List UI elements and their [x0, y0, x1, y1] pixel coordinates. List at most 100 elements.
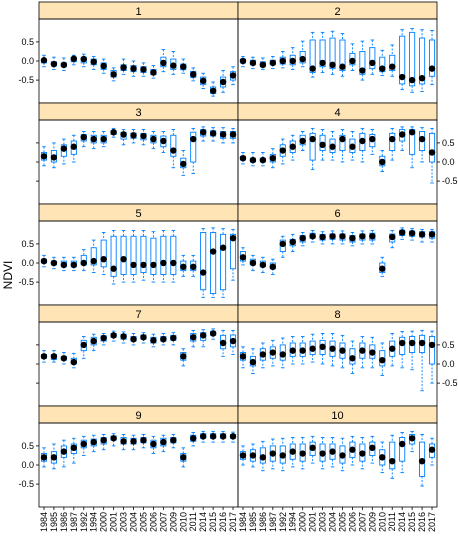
- median-point-2016: [418, 135, 426, 143]
- median-point-2000: [299, 137, 306, 145]
- median-point-2009: [170, 436, 177, 444]
- panel-3: 3: [36, 102, 239, 205]
- median-point-2014: [398, 339, 406, 347]
- box-2004: [329, 37, 336, 70]
- median-point-2014: [199, 77, 207, 85]
- median-point-2000: [299, 450, 306, 457]
- y-tick-label: 0.0: [442, 359, 455, 369]
- median-point-2005: [339, 233, 346, 240]
- median-point-1986: [60, 145, 68, 152]
- median-point-2011: [190, 135, 197, 143]
- median-point-2015: [408, 230, 416, 237]
- median-point-1992: [80, 133, 87, 141]
- median-point-1994: [289, 57, 296, 65]
- y-tick-label: -0.5: [442, 378, 458, 388]
- y-tick-label: 0.0: [21, 258, 34, 268]
- median-point-2005: [140, 66, 147, 73]
- y-tick-label: 0.5: [21, 37, 34, 47]
- median-point-2003: [120, 438, 127, 445]
- box-2014: [399, 437, 406, 462]
- median-point-2007: [359, 67, 366, 74]
- median-point-2016: [219, 433, 227, 440]
- panel-title: 5: [135, 208, 141, 220]
- median-point-1986: [259, 351, 267, 358]
- box-2016: [220, 233, 227, 291]
- box-2015: [409, 31, 416, 87]
- median-point-1994: [289, 238, 296, 246]
- median-point-1987: [269, 450, 277, 457]
- panel-title: 7: [135, 309, 141, 321]
- x-tick-label: 1984: [39, 512, 49, 532]
- median-point-2015: [209, 248, 217, 255]
- median-point-1984: [40, 454, 48, 461]
- median-point-1987: [269, 263, 277, 271]
- panel-10: 10: [237, 405, 438, 508]
- median-point-1986: [259, 61, 267, 69]
- box-2015: [210, 232, 217, 294]
- median-point-2009: [369, 349, 376, 356]
- box-2006: [349, 348, 356, 365]
- median-point-2011: [389, 345, 396, 352]
- panel-title: 10: [331, 410, 343, 422]
- median-point-2009: [170, 62, 177, 69]
- median-point-1987: [70, 261, 78, 269]
- box-2000: [299, 51, 306, 64]
- median-point-2003: [120, 131, 127, 138]
- box-2009: [170, 235, 177, 275]
- median-point-2004: [329, 448, 336, 455]
- median-point-1987: [70, 55, 78, 62]
- box-2014: [399, 35, 406, 85]
- median-point-2001: [309, 65, 316, 72]
- panel-title: 1: [135, 6, 141, 18]
- box-2014: [399, 336, 406, 355]
- median-point-2004: [329, 345, 336, 352]
- median-point-2007: [160, 259, 167, 267]
- median-point-2003: [319, 141, 326, 149]
- median-point-2006: [349, 143, 356, 150]
- panel-frame: [237, 321, 438, 407]
- median-point-2007: [359, 450, 366, 457]
- median-point-2014: [398, 440, 406, 448]
- panel-frame: [38, 422, 239, 508]
- x-tick-label: 2011: [387, 512, 397, 531]
- y-tick-label: 0.0: [442, 157, 455, 167]
- panel-2: 2: [237, 1, 438, 104]
- median-point-2015: [209, 130, 217, 137]
- box-1992: [279, 239, 286, 252]
- median-point-1985: [50, 454, 58, 461]
- median-point-1985: [50, 259, 58, 267]
- median-point-1994: [90, 135, 97, 143]
- x-tick-label: 1987: [268, 512, 278, 532]
- median-point-2010: [379, 356, 386, 364]
- median-point-1985: [249, 259, 257, 267]
- x-tick-label: 1985: [248, 512, 258, 532]
- y-tick-label: 0.5: [21, 239, 34, 249]
- box-2005: [140, 235, 147, 273]
- y-tick-label: 0.0: [21, 460, 34, 470]
- median-point-1986: [259, 261, 267, 269]
- median-point-1987: [269, 349, 277, 356]
- y-tick-label: -0.5: [18, 277, 34, 287]
- x-tick-label: 1986: [258, 512, 268, 532]
- median-point-2001: [309, 345, 316, 352]
- median-point-1984: [40, 57, 48, 64]
- median-point-1984: [239, 452, 247, 459]
- median-point-1994: [90, 337, 97, 345]
- median-point-2015: [408, 76, 416, 84]
- x-tick-label: 2010: [377, 512, 387, 532]
- x-tick-label: 2004: [328, 512, 338, 532]
- median-point-2010: [180, 160, 187, 168]
- median-point-2007: [359, 347, 366, 354]
- median-point-2015: [209, 87, 217, 94]
- x-tick-label: 2005: [337, 512, 347, 532]
- median-point-2010: [379, 454, 386, 461]
- y-tick-label: -0.5: [18, 479, 34, 489]
- median-point-1986: [60, 61, 68, 69]
- median-point-2015: [408, 435, 416, 442]
- median-point-2016: [418, 339, 426, 347]
- median-point-2000: [100, 62, 107, 70]
- median-point-2014: [398, 73, 406, 81]
- median-point-2017: [428, 231, 436, 238]
- median-point-1985: [50, 353, 58, 360]
